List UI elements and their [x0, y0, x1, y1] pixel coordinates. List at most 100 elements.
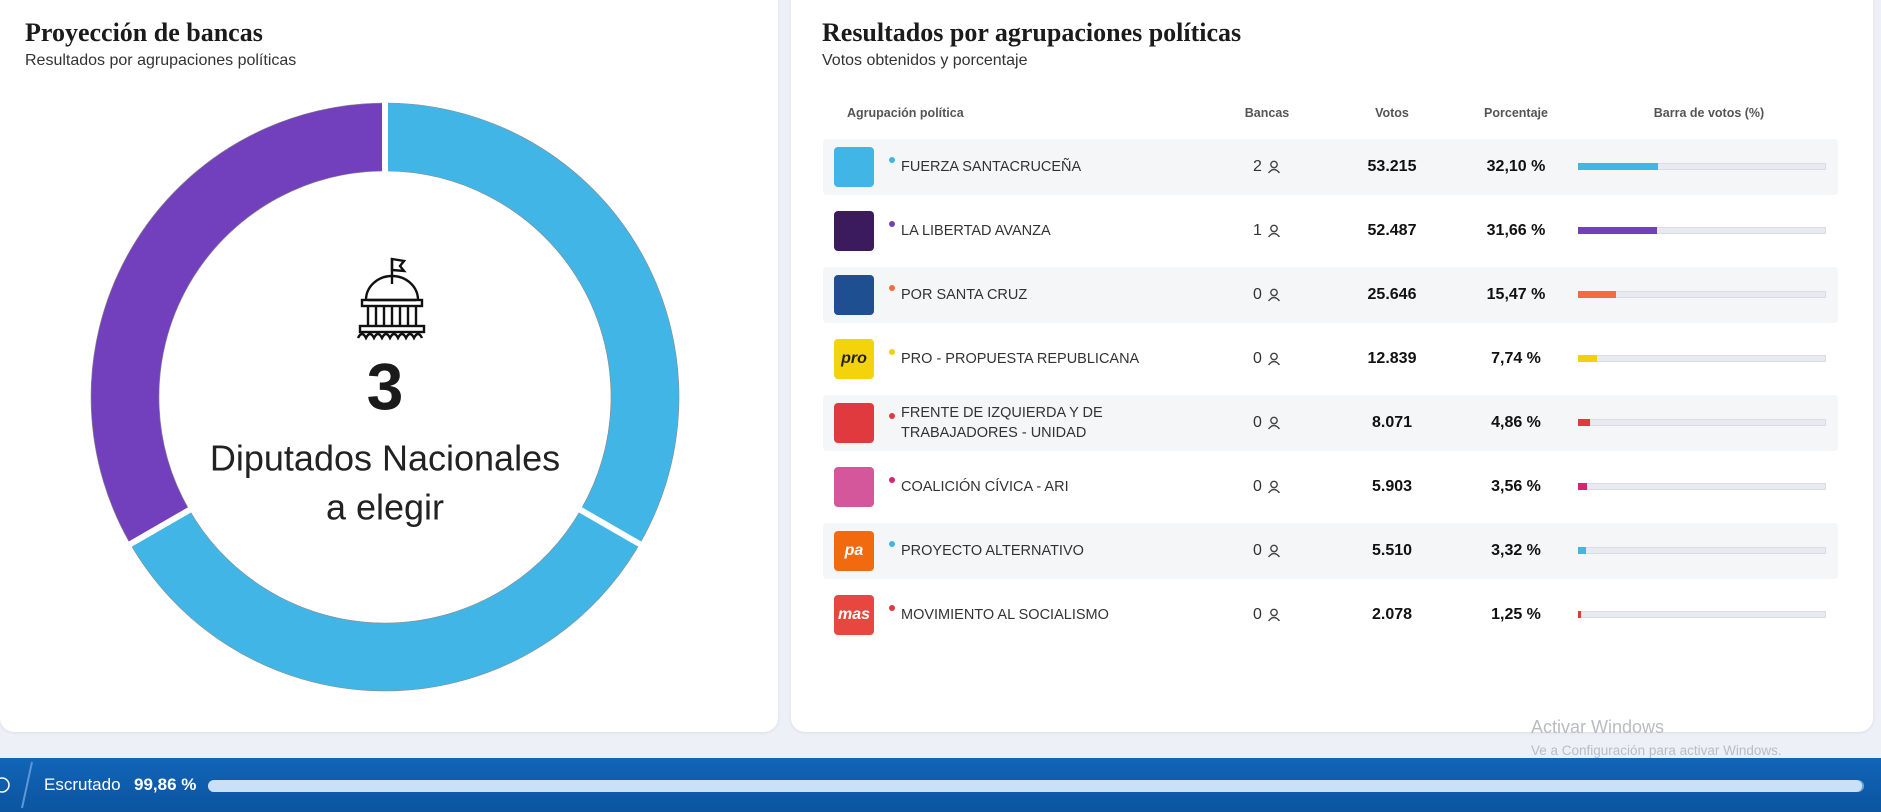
party-name: MOVIMIENTO AL SOCIALISMO: [901, 607, 1109, 623]
progress-track: [208, 780, 1864, 792]
logo-text: pa: [844, 542, 864, 559]
percentage-cell: 3,32 %: [1446, 523, 1586, 579]
seats: 0: [1253, 478, 1262, 495]
percentage-cell: 4,86 %: [1446, 395, 1586, 451]
votes: 2.078: [1371, 606, 1413, 623]
seats-cell: 2: [1207, 139, 1327, 195]
seat-icon: [1267, 160, 1281, 174]
party-dot: [889, 541, 895, 547]
logo-text: mas: [837, 606, 871, 623]
icon-part: [1267, 360, 1281, 366]
party-dot: [889, 157, 895, 163]
icon-part: [1267, 424, 1281, 430]
seats: 0: [1253, 286, 1262, 303]
name-cell: FUERZA SANTACRUCEÑA: [901, 139, 1176, 195]
party-name: FRENTE DE IZQUIERDA Y DE TRABAJADORES - …: [901, 405, 1103, 441]
status-value: 99,86 %: [134, 775, 197, 794]
icon-part: [1267, 552, 1281, 558]
party-dot: [889, 605, 895, 611]
party-dot: [889, 477, 895, 483]
watermark-subtitle: Ve a Configuración para activar Windows.: [1531, 743, 1782, 758]
party-logo: [834, 147, 874, 187]
party-name: COALICIÓN CÍVICA - ARI: [901, 479, 1069, 495]
seats: 0: [1253, 542, 1262, 559]
vote-bar: [1578, 547, 1587, 554]
icon-part: [1270, 544, 1278, 553]
watermark-title: Activar Windows: [1531, 717, 1665, 737]
party-logo: pa: [834, 531, 874, 571]
party-name: PROYECTO ALTERNATIVO: [901, 543, 1084, 559]
votes: 5.903: [1371, 478, 1413, 495]
column-header: Barra de votos (%): [1653, 106, 1765, 120]
seats-cell: 1: [1207, 203, 1327, 259]
seats-cell: 0: [1207, 395, 1327, 451]
status-icon: [0, 761, 33, 809]
vote-bar: [1578, 227, 1657, 234]
seat-icon: [1267, 480, 1281, 494]
seats-cell: 0: [1207, 459, 1327, 515]
percentage: 4,86 %: [1491, 414, 1541, 431]
seats-total: 3: [367, 349, 404, 423]
name-cell: LA LIBERTAD AVANZA: [901, 203, 1176, 259]
column-header: Votos: [1375, 106, 1409, 120]
name-cell: POR SANTA CRUZ: [901, 267, 1176, 323]
percentage: 32,10 %: [1486, 158, 1546, 175]
votes-cell: 25.646: [1322, 267, 1462, 323]
seat-icon: [1267, 544, 1281, 558]
votes-cell: 8.071: [1322, 395, 1462, 451]
seat-icon: [1267, 608, 1281, 622]
votes-cell: 12.839: [1322, 331, 1462, 387]
bar-track: [1578, 611, 1826, 618]
party-name: LA LIBERTAD AVANZA: [901, 223, 1051, 239]
percentage: 3,56 %: [1491, 478, 1541, 495]
votes: 52.487: [1367, 222, 1417, 239]
icon-part: [1267, 232, 1281, 238]
icon-part: [1267, 168, 1281, 174]
seat-icon: [1267, 288, 1281, 302]
icon-part: [1267, 296, 1281, 302]
icon-part: [1267, 616, 1281, 622]
icon-part: [1270, 160, 1278, 169]
seats-caption: a elegir: [326, 487, 444, 528]
name-cell: COALICIÓN CÍVICA - ARI: [901, 459, 1176, 515]
bar-track: [1578, 483, 1826, 490]
percentage: 3,32 %: [1491, 542, 1541, 559]
votes: 12.839: [1367, 350, 1417, 367]
seats-cell: 0: [1207, 523, 1327, 579]
party-logo: [834, 275, 874, 315]
name-cell: PROYECTO ALTERNATIVO: [901, 523, 1176, 579]
percentage-cell: 32,10 %: [1446, 139, 1586, 195]
seats: 2: [1253, 158, 1262, 175]
seat-donut: 3 Diputados Nacionales a elegir: [90, 100, 680, 692]
seats-cell: 0: [1207, 587, 1327, 643]
votes: 8.071: [1371, 414, 1413, 431]
logo-text: pro: [841, 350, 867, 367]
segment-separator: [576, 505, 644, 549]
seat-icon: [1267, 224, 1281, 238]
name-cell: PRO - PROPUESTA REPUBLICANA: [901, 331, 1176, 387]
party-dot: [889, 413, 895, 419]
votes-cell: 5.510: [1322, 523, 1462, 579]
percentage-cell: 1,25 %: [1446, 587, 1586, 643]
votes-cell: 5.903: [1322, 459, 1462, 515]
name-cell: MOVIMIENTO AL SOCIALISMO: [901, 587, 1176, 643]
donut-segment: [90, 102, 386, 545]
percentage: 31,66 %: [1486, 222, 1546, 239]
percentage-cell: 3,56 %: [1446, 459, 1586, 515]
vote-bar: [1578, 483, 1587, 490]
party-logo: [834, 211, 874, 251]
seats-subtitle: Resultados por agrupaciones políticas: [25, 52, 297, 69]
vote-bar: [1578, 355, 1598, 362]
segment-separator: [126, 505, 194, 549]
seats: 0: [1253, 606, 1262, 623]
progress-fill: [208, 780, 1862, 792]
vote-bar: [1578, 163, 1658, 170]
results-card: [791, 0, 1873, 732]
votes: 53.215: [1367, 158, 1417, 175]
bar-track: [1578, 355, 1826, 362]
icon-part: [1270, 224, 1278, 233]
results-subtitle: Votos obtenidos y porcentaje: [822, 52, 1028, 69]
bar-track: [1578, 419, 1826, 426]
seats: 1: [1253, 222, 1262, 239]
